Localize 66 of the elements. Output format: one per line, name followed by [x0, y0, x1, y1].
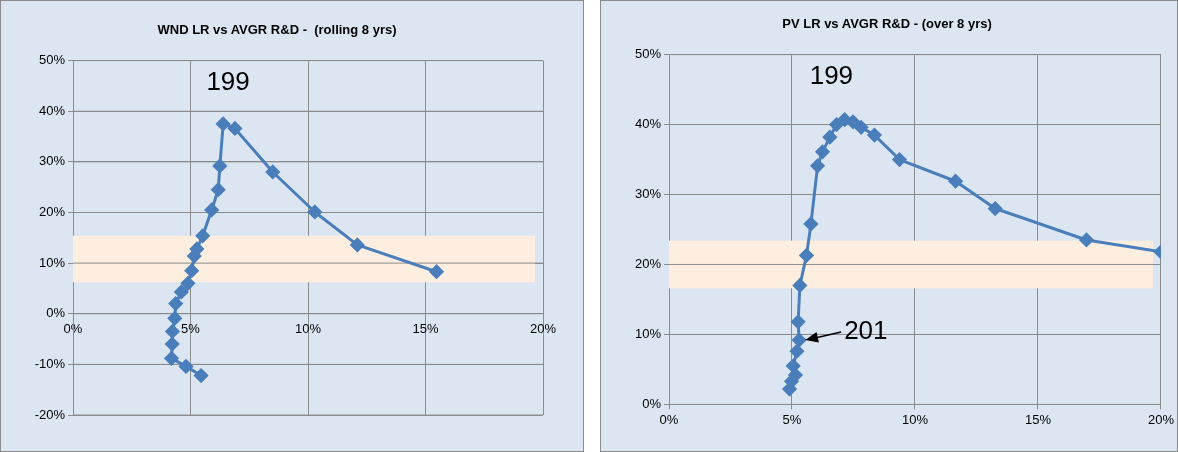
point — [194, 368, 209, 383]
point — [786, 358, 801, 373]
x-tick-label: 15% — [1024, 411, 1052, 427]
x-tick-label: 0% — [659, 411, 679, 427]
point — [846, 114, 860, 129]
x-tick-label: 20% — [1147, 411, 1175, 427]
y-tick-label: -20% — [34, 406, 66, 422]
point — [165, 324, 180, 339]
point — [1079, 232, 1094, 247]
point — [212, 158, 227, 173]
point — [791, 314, 806, 329]
x-tick-label: 15% — [412, 321, 439, 337]
point — [789, 344, 804, 359]
point — [350, 237, 365, 252]
point — [174, 284, 189, 299]
y-tick-label: 50% — [38, 52, 66, 68]
x-tick-label: 10% — [901, 411, 929, 427]
point — [184, 263, 199, 278]
point — [204, 202, 219, 217]
point — [179, 359, 194, 374]
y-tick-label: 10% — [38, 254, 66, 270]
annotation: 199 — [809, 59, 854, 90]
point — [227, 121, 242, 136]
y-tick-label: 0% — [46, 305, 66, 321]
y-tick-label: 20% — [38, 204, 66, 220]
y-tick-label: 0% — [642, 395, 662, 411]
x-tick-label: 5% — [181, 321, 201, 337]
point — [867, 128, 882, 143]
point — [164, 351, 179, 366]
point — [216, 116, 231, 131]
chart-title: PV LR vs AVGR R&D - (over 8 yrs) — [782, 16, 992, 32]
y-tick-label: 30% — [38, 153, 66, 169]
point — [189, 241, 204, 256]
point — [792, 333, 807, 348]
point — [948, 174, 963, 189]
point — [892, 152, 907, 167]
point — [167, 311, 182, 326]
point — [988, 201, 1003, 216]
point — [792, 278, 807, 293]
point — [799, 248, 814, 263]
y-tick-label: -10% — [34, 355, 66, 371]
point — [815, 144, 830, 159]
y-tick-label: 40% — [634, 116, 662, 132]
x-tick-label: 5% — [782, 411, 802, 427]
chart-title: WND LR vs AVGR R&D - (rolling 8 yrs) — [157, 22, 397, 38]
y-tick-label: 40% — [38, 102, 66, 118]
point — [165, 337, 180, 352]
point — [810, 158, 825, 173]
y-tick-label: 30% — [634, 186, 662, 202]
point — [168, 296, 183, 311]
x-tick-label: 10% — [294, 321, 322, 337]
point — [429, 264, 444, 279]
annotation: 199 — [206, 65, 250, 96]
point — [195, 228, 210, 243]
point — [803, 216, 818, 231]
x-tick-label: 20% — [529, 321, 557, 337]
point — [180, 276, 195, 291]
point — [211, 182, 226, 197]
point — [307, 204, 322, 219]
point — [829, 117, 844, 132]
y-tick-label: 50% — [634, 46, 662, 62]
annotation: 201 — [844, 315, 888, 346]
point — [265, 164, 280, 179]
y-tick-label: 20% — [634, 256, 662, 272]
point — [822, 130, 837, 145]
point — [854, 120, 869, 135]
